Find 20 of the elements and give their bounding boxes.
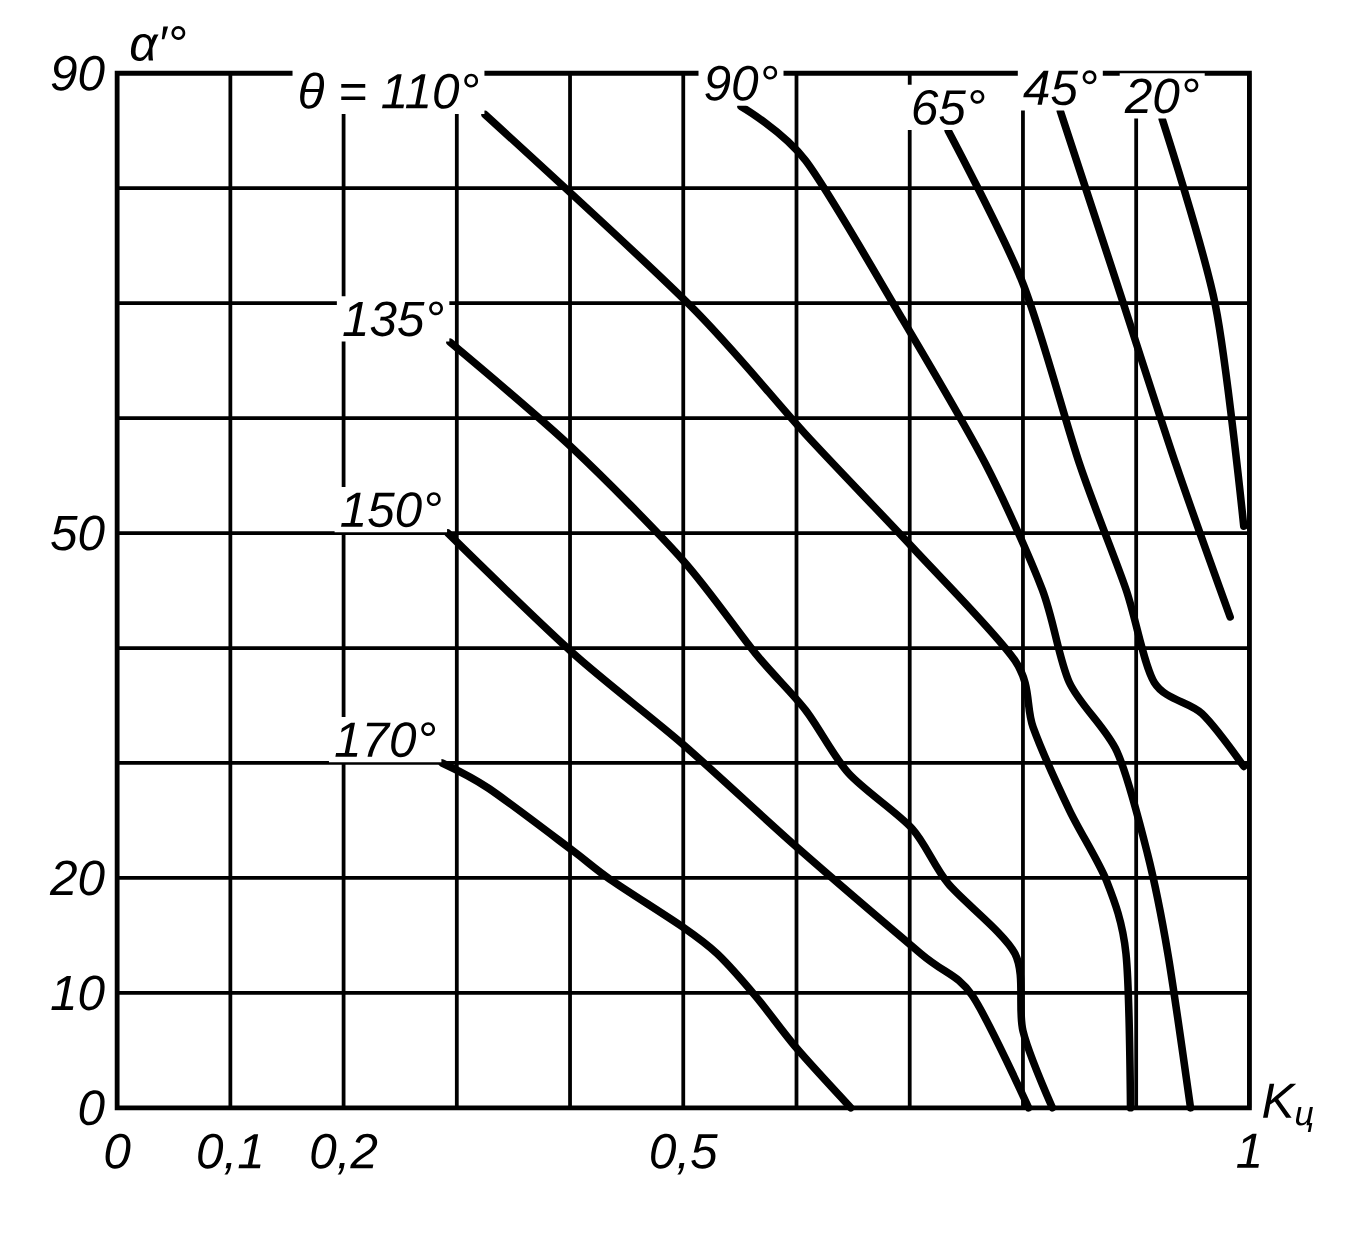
series-label: 65° [913, 90, 985, 125]
series-label: 135° [343, 301, 443, 337]
y-axis-title: α′° [130, 26, 186, 62]
series-label: 170° [335, 722, 436, 758]
series-label: 150° [341, 492, 441, 528]
x-axis-title: K$_{ц}$ [1263, 1083, 1313, 1133]
x-tick-label: 0,5 [651, 1133, 718, 1175]
series-label: 45° [1023, 70, 1097, 106]
y-tick-label: 20 [49, 860, 105, 896]
y-tick-label: 10 [51, 975, 105, 1011]
x-tick-label: 0,1 [198, 1133, 261, 1175]
series-label: 90° [705, 65, 778, 101]
x-tick-label: 0 [105, 1133, 131, 1169]
x-tick-label: 1 [1236, 1133, 1259, 1168]
series-label: θ = 110° [300, 72, 479, 109]
x-tick-label: 0,2 [311, 1133, 378, 1175]
series-label: 20° [1124, 78, 1199, 114]
y-tick-label: 50 [51, 515, 105, 551]
y-tick-label: 0 [79, 1090, 105, 1126]
y-tick-label: 90 [51, 55, 105, 91]
